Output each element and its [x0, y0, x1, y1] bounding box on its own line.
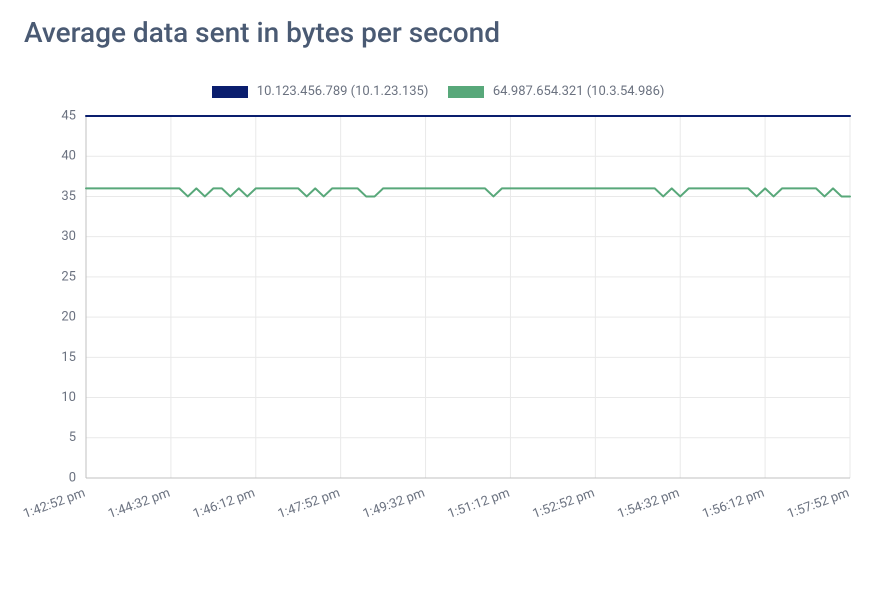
svg-text:1:56:12 pm: 1:56:12 pm: [700, 486, 766, 522]
svg-text:0: 0: [69, 470, 76, 485]
svg-text:1:49:32 pm: 1:49:32 pm: [361, 486, 427, 522]
chart-legend: 10.123.456.789 (10.1.23.135) 64.987.654.…: [0, 84, 876, 99]
svg-text:1:47:52 pm: 1:47:52 pm: [276, 486, 342, 522]
legend-swatch-0: [212, 86, 248, 98]
svg-text:1:51:12 pm: 1:51:12 pm: [446, 486, 512, 522]
svg-text:20: 20: [61, 310, 76, 325]
svg-text:10: 10: [61, 390, 76, 405]
svg-text:30: 30: [61, 229, 76, 244]
svg-text:1:42:52 pm: 1:42:52 pm: [21, 486, 87, 522]
svg-text:1:52:52 pm: 1:52:52 pm: [531, 486, 597, 522]
legend-item-1: 64.987.654.321 (10.3.54.986): [448, 84, 665, 99]
legend-item-0: 10.123.456.789 (10.1.23.135): [212, 84, 429, 99]
svg-text:25: 25: [61, 269, 76, 284]
legend-label-0: 10.123.456.789 (10.1.23.135): [257, 84, 429, 99]
svg-text:45: 45: [61, 108, 76, 123]
chart-title: Average data sent in bytes per second: [24, 16, 500, 49]
svg-text:5: 5: [69, 430, 76, 445]
legend-label-1: 64.987.654.321 (10.3.54.986): [493, 84, 665, 99]
svg-text:1:57:52 pm: 1:57:52 pm: [785, 486, 851, 522]
svg-text:1:46:12 pm: 1:46:12 pm: [191, 486, 257, 522]
svg-text:1:54:32 pm: 1:54:32 pm: [616, 486, 682, 522]
chart-plot-area: 0 5 10 15 20 25 30 35 40 45 1:42:52 pm 1:44:32 pm 1:…: [0, 108, 876, 568]
svg-text:1:44:32 pm: 1:44:32 pm: [106, 486, 172, 522]
legend-swatch-1: [448, 86, 484, 98]
chart-svg: 0 5 10 15 20 25 30 35 40 45 1:42:52 pm 1:44:32 pm 1:…: [0, 108, 876, 568]
svg-text:40: 40: [61, 149, 76, 164]
svg-text:15: 15: [61, 350, 76, 365]
svg-text:35: 35: [61, 189, 76, 204]
chart-container: Average data sent in bytes per second 10…: [0, 0, 876, 590]
